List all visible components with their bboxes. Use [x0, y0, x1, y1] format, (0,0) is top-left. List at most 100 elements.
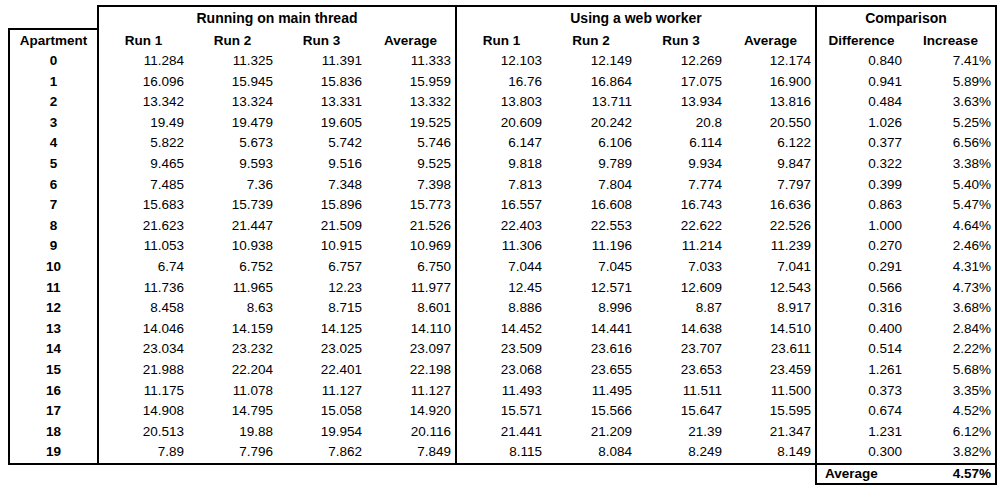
main-thread-run-cell: 7.849	[366, 442, 456, 464]
web-worker-run-cell: 16.636	[726, 195, 816, 216]
web-worker-run-cell: 23.707	[636, 339, 726, 360]
main-thread-run-cell: 19.525	[366, 113, 456, 134]
table-row: 1611.17511.07811.12711.12711.49311.49511…	[9, 381, 996, 402]
table-row: 128.4588.638.7158.6018.8868.9968.878.917…	[9, 298, 996, 319]
table-row: 106.746.7526.7576.7507.0447.0457.0337.04…	[9, 257, 996, 278]
table-row: 197.897.7967.8627.8498.1158.0848.2498.14…	[9, 442, 996, 464]
web-worker-run-cell: 9.847	[726, 154, 816, 175]
difference-cell: 0.400	[816, 319, 906, 340]
main-thread-run-cell: 9.593	[188, 154, 277, 175]
apartment-id-cell: 7	[9, 195, 98, 216]
main-thread-run-cell: 15.959	[366, 72, 456, 93]
difference-cell: 0.863	[816, 195, 906, 216]
apartment-id-cell: 3	[9, 113, 98, 134]
benchmark-table: Running on main thread Using a web worke…	[8, 5, 997, 485]
web-worker-run-cell: 8.249	[636, 442, 726, 464]
main-thread-run-cell: 13.342	[98, 92, 188, 113]
web-worker-run-cell: 16.900	[726, 72, 816, 93]
increase-cell: 3.38%	[906, 154, 996, 175]
increase-cell: 4.64%	[906, 216, 996, 237]
web-worker-run-cell: 7.797	[726, 175, 816, 196]
apartment-id-cell: 16	[9, 381, 98, 402]
table-row: 821.62321.44721.50921.52622.40322.55322.…	[9, 216, 996, 237]
main-thread-run-cell: 8.458	[98, 298, 188, 319]
difference-cell: 0.322	[816, 154, 906, 175]
main-thread-run-cell: 19.479	[188, 113, 277, 134]
apartment-id-cell: 9	[9, 236, 98, 257]
table-row: 1714.90814.79515.05814.92015.57115.56615…	[9, 401, 996, 422]
web-worker-run-cell: 15.566	[546, 401, 636, 422]
table-row: 59.4659.5939.5169.5259.8189.7899.9349.84…	[9, 154, 996, 175]
col-header-worker-run2: Run 2	[546, 29, 636, 51]
main-thread-run-cell: 9.525	[366, 154, 456, 175]
web-worker-run-cell: 8.996	[546, 298, 636, 319]
web-worker-run-cell: 8.149	[726, 442, 816, 464]
web-worker-run-cell: 12.543	[726, 278, 816, 299]
main-thread-run-cell: 8.715	[277, 298, 366, 319]
web-worker-run-cell: 15.595	[726, 401, 816, 422]
web-worker-run-cell: 7.804	[546, 175, 636, 196]
main-thread-run-cell: 14.046	[98, 319, 188, 340]
table-row: 116.09615.94515.83615.95916.7616.86417.0…	[9, 72, 996, 93]
main-thread-run-cell: 19.88	[188, 422, 277, 443]
main-thread-run-cell: 15.058	[277, 401, 366, 422]
col-header-difference: Difference	[816, 29, 906, 51]
increase-cell: 5.25%	[906, 113, 996, 134]
difference-cell: 0.674	[816, 401, 906, 422]
web-worker-run-cell: 9.789	[546, 154, 636, 175]
column-header-row: Apartment Run 1 Run 2 Run 3 Average Run …	[9, 29, 996, 51]
web-worker-run-cell: 23.653	[636, 360, 726, 381]
main-thread-run-cell: 11.736	[98, 278, 188, 299]
increase-cell: 2.84%	[906, 319, 996, 340]
web-worker-run-cell: 22.622	[636, 216, 726, 237]
main-thread-run-cell: 19.954	[277, 422, 366, 443]
col-header-main-run1: Run 1	[98, 29, 188, 51]
main-thread-run-cell: 15.773	[366, 195, 456, 216]
table-row: 1111.73611.96512.2311.97712.4512.57112.6…	[9, 278, 996, 299]
main-thread-run-cell: 12.23	[277, 278, 366, 299]
web-worker-run-cell: 9.934	[636, 154, 726, 175]
main-thread-run-cell: 5.822	[98, 133, 188, 154]
web-worker-run-cell: 13.711	[546, 92, 636, 113]
difference-cell: 0.373	[816, 381, 906, 402]
web-worker-run-cell: 17.075	[636, 72, 726, 93]
main-thread-run-cell: 14.159	[188, 319, 277, 340]
apartment-id-cell: 11	[9, 278, 98, 299]
difference-cell: 0.484	[816, 92, 906, 113]
apartment-id-cell: 1	[9, 72, 98, 93]
col-header-worker-run3: Run 3	[636, 29, 726, 51]
web-worker-run-cell: 15.647	[636, 401, 726, 422]
web-worker-run-cell: 20.550	[726, 113, 816, 134]
increase-cell: 4.31%	[906, 257, 996, 278]
main-thread-run-cell: 15.836	[277, 72, 366, 93]
web-worker-run-cell: 23.459	[726, 360, 816, 381]
table-row: 1820.51319.8819.95420.11621.44121.20921.…	[9, 422, 996, 443]
main-thread-run-cell: 8.601	[366, 298, 456, 319]
benchmark-table-container: Running on main thread Using a web worke…	[8, 5, 997, 485]
web-worker-run-cell: 14.510	[726, 319, 816, 340]
main-thread-run-cell: 21.509	[277, 216, 366, 237]
main-thread-run-cell: 11.965	[188, 278, 277, 299]
increase-cell: 4.52%	[906, 401, 996, 422]
web-worker-run-cell: 12.45	[456, 278, 546, 299]
group-main-thread-label: Running on main thread	[98, 6, 456, 29]
web-worker-run-cell: 23.509	[456, 339, 546, 360]
main-thread-run-cell: 23.097	[366, 339, 456, 360]
apartment-id-cell: 2	[9, 92, 98, 113]
web-worker-run-cell: 16.864	[546, 72, 636, 93]
main-thread-run-cell: 19.49	[98, 113, 188, 134]
web-worker-run-cell: 12.269	[636, 51, 726, 72]
main-thread-run-cell: 16.096	[98, 72, 188, 93]
main-thread-run-cell: 6.74	[98, 257, 188, 278]
col-header-worker-run1: Run 1	[456, 29, 546, 51]
apartment-id-cell: 6	[9, 175, 98, 196]
main-thread-run-cell: 14.908	[98, 401, 188, 422]
main-thread-run-cell: 5.673	[188, 133, 277, 154]
web-worker-run-cell: 8.917	[726, 298, 816, 319]
main-thread-run-cell: 6.757	[277, 257, 366, 278]
web-worker-run-cell: 12.609	[636, 278, 726, 299]
web-worker-run-cell: 14.452	[456, 319, 546, 340]
web-worker-run-cell: 11.511	[636, 381, 726, 402]
apartment-id-cell: 12	[9, 298, 98, 319]
apartment-id-cell: 10	[9, 257, 98, 278]
